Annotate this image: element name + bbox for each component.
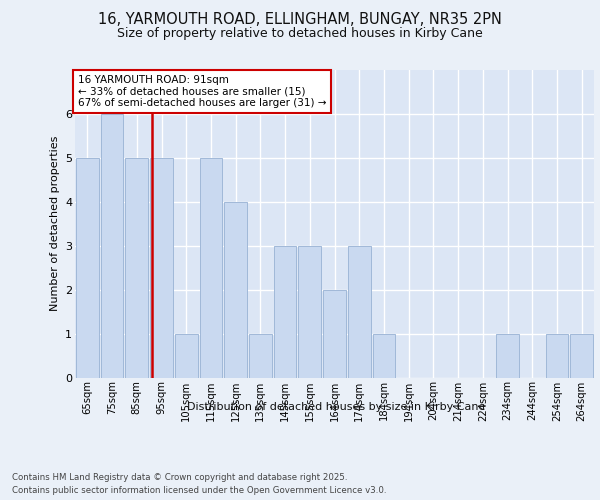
Text: Distribution of detached houses by size in Kirby Cane: Distribution of detached houses by size … [187, 402, 485, 412]
Bar [175, 334, 197, 378]
Y-axis label: Number of detached properties: Number of detached properties [50, 136, 59, 312]
Bar [545, 334, 568, 378]
Text: Size of property relative to detached houses in Kirby Cane: Size of property relative to detached ho… [117, 28, 483, 40]
Bar [150, 158, 173, 378]
Bar [570, 334, 593, 378]
Bar [249, 334, 272, 378]
Bar [101, 114, 124, 378]
Text: Contains HM Land Registry data © Crown copyright and database right 2025.: Contains HM Land Registry data © Crown c… [12, 472, 347, 482]
Bar [274, 246, 296, 378]
Bar [373, 334, 395, 378]
Bar [298, 246, 321, 378]
Text: Contains public sector information licensed under the Open Government Licence v3: Contains public sector information licen… [12, 486, 386, 495]
Bar [224, 202, 247, 378]
Text: 16 YARMOUTH ROAD: 91sqm
← 33% of detached houses are smaller (15)
67% of semi-de: 16 YARMOUTH ROAD: 91sqm ← 33% of detache… [77, 74, 326, 108]
Bar [76, 158, 99, 378]
Bar [496, 334, 519, 378]
Bar [348, 246, 371, 378]
Text: 16, YARMOUTH ROAD, ELLINGHAM, BUNGAY, NR35 2PN: 16, YARMOUTH ROAD, ELLINGHAM, BUNGAY, NR… [98, 12, 502, 28]
Bar [125, 158, 148, 378]
Bar [323, 290, 346, 378]
Bar [200, 158, 222, 378]
